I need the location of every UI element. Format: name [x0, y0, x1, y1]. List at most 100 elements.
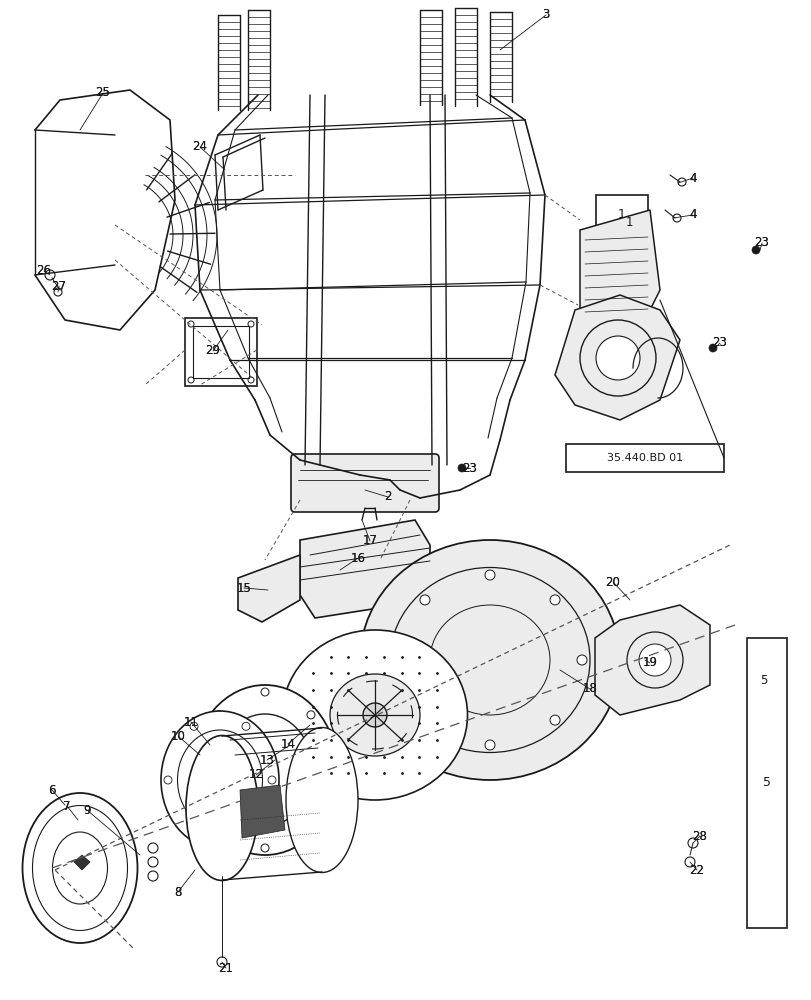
Circle shape: [242, 722, 250, 730]
Text: 14: 14: [280, 738, 295, 750]
Text: 7: 7: [63, 800, 71, 812]
Text: 3: 3: [542, 8, 549, 21]
Ellipse shape: [192, 685, 337, 855]
Text: 17: 17: [362, 534, 377, 548]
Text: 13: 13: [260, 754, 274, 766]
Circle shape: [215, 750, 225, 760]
Ellipse shape: [285, 728, 358, 872]
FancyBboxPatch shape: [290, 454, 439, 512]
Text: 16: 16: [350, 552, 365, 564]
Text: 19: 19: [642, 656, 657, 670]
Circle shape: [393, 655, 402, 665]
Circle shape: [419, 715, 429, 725]
Circle shape: [751, 246, 759, 254]
Circle shape: [595, 336, 639, 380]
Text: 26: 26: [36, 264, 51, 277]
Text: 7: 7: [63, 800, 71, 812]
Text: 6: 6: [48, 784, 56, 796]
Text: 25: 25: [96, 87, 110, 100]
Circle shape: [419, 595, 429, 605]
Text: 13: 13: [260, 754, 274, 766]
Circle shape: [626, 632, 682, 688]
Ellipse shape: [217, 714, 312, 826]
Text: 11: 11: [183, 716, 198, 728]
Text: 3: 3: [542, 8, 549, 21]
Polygon shape: [299, 520, 430, 618]
Circle shape: [190, 722, 198, 730]
Circle shape: [638, 644, 670, 676]
Text: 18: 18: [581, 682, 597, 696]
Text: 8: 8: [174, 886, 182, 898]
Polygon shape: [74, 855, 90, 870]
Circle shape: [148, 857, 158, 867]
Circle shape: [708, 344, 716, 352]
Circle shape: [260, 844, 268, 852]
Text: 5: 5: [759, 674, 766, 686]
Text: 20: 20: [605, 576, 620, 588]
Text: 2: 2: [384, 490, 391, 504]
Text: 29: 29: [205, 344, 221, 358]
Circle shape: [215, 821, 223, 829]
Text: 15: 15: [236, 582, 251, 594]
Text: 28: 28: [692, 830, 706, 842]
Text: 4: 4: [689, 172, 696, 184]
Polygon shape: [238, 555, 299, 622]
Polygon shape: [240, 785, 285, 838]
Text: 24: 24: [192, 140, 208, 153]
Circle shape: [215, 711, 223, 719]
Text: 20: 20: [605, 576, 620, 588]
Circle shape: [549, 595, 560, 605]
Text: 1: 1: [617, 208, 625, 221]
Text: 26: 26: [36, 264, 51, 277]
Circle shape: [579, 320, 655, 396]
Ellipse shape: [282, 630, 467, 800]
Text: 19: 19: [642, 656, 657, 670]
Text: 22: 22: [689, 863, 704, 876]
Ellipse shape: [161, 711, 279, 849]
Text: 5: 5: [762, 776, 770, 790]
Text: 6: 6: [48, 784, 56, 796]
Circle shape: [164, 776, 172, 784]
Circle shape: [268, 776, 276, 784]
Text: 12: 12: [248, 768, 264, 782]
Circle shape: [307, 711, 315, 719]
Circle shape: [190, 830, 198, 838]
Text: 28: 28: [692, 830, 706, 842]
Text: 2: 2: [384, 489, 391, 502]
Ellipse shape: [23, 793, 137, 943]
Text: 23: 23: [753, 236, 769, 249]
Bar: [746, 638, 786, 928]
Text: 9: 9: [84, 804, 91, 816]
Bar: [185, 318, 257, 386]
Circle shape: [148, 843, 158, 853]
Bar: [595, 195, 647, 233]
Text: 10: 10: [170, 730, 185, 742]
Bar: [193, 326, 249, 378]
Text: 24: 24: [192, 139, 208, 152]
Text: 27: 27: [51, 279, 67, 292]
Ellipse shape: [329, 674, 419, 756]
Text: 10: 10: [170, 730, 185, 742]
Text: 4: 4: [689, 209, 696, 222]
Text: 1: 1: [624, 216, 632, 229]
Text: 14: 14: [280, 738, 295, 750]
Circle shape: [195, 766, 204, 774]
Text: 4: 4: [689, 172, 696, 184]
Text: 23: 23: [712, 336, 727, 350]
Polygon shape: [594, 605, 709, 715]
Text: 18: 18: [581, 682, 597, 696]
Text: 9: 9: [84, 804, 91, 816]
Text: 8: 8: [174, 886, 182, 898]
Text: 23: 23: [462, 462, 477, 475]
Text: 16: 16: [350, 552, 365, 564]
Polygon shape: [554, 295, 679, 420]
Text: 27: 27: [51, 279, 67, 292]
Bar: [565, 444, 723, 472]
Text: 35.440.BD 01: 35.440.BD 01: [606, 453, 682, 463]
Text: 17: 17: [362, 534, 377, 548]
Circle shape: [457, 464, 466, 472]
Ellipse shape: [186, 736, 258, 880]
Circle shape: [260, 688, 268, 696]
Circle shape: [307, 821, 315, 829]
Text: 25: 25: [96, 87, 110, 100]
